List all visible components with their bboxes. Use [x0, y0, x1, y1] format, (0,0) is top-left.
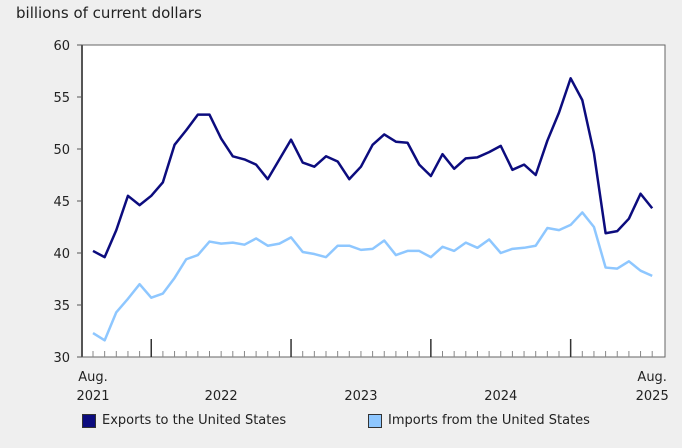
- x-tick-label-year: 2025: [636, 389, 669, 404]
- y-axis-label: billions of current dollars: [16, 4, 202, 22]
- plot-area: [81, 44, 666, 358]
- series-line-exports: [92, 77, 654, 259]
- x-tick-label: Aug.: [637, 370, 667, 385]
- legend-label-imports: Imports from the United States: [388, 413, 590, 428]
- x-tick-label: 2024: [484, 389, 517, 404]
- y-tick-label: 55: [53, 91, 70, 106]
- legend-label-exports: Exports to the United States: [102, 413, 287, 428]
- y-tick-label: 60: [53, 39, 70, 54]
- x-tick-label-year: 2021: [76, 389, 109, 404]
- legend-item-exports: Exports to the United States: [82, 413, 286, 428]
- x-tick-label: Aug.: [78, 370, 108, 385]
- legend-swatch-exports: [82, 413, 96, 428]
- legend-swatch-imports: [368, 413, 382, 428]
- y-tick-label: 30: [53, 351, 70, 366]
- x-tick-label: 2022: [205, 389, 238, 404]
- y-tick-label: 40: [53, 247, 70, 262]
- legend-item-imports: Imports from the United States: [368, 413, 590, 428]
- series-line-imports: [92, 211, 653, 342]
- y-tick-label: 50: [53, 143, 70, 158]
- y-tick-label: 35: [53, 299, 70, 314]
- x-tick-label: 2023: [344, 389, 377, 404]
- y-tick-label: 45: [53, 195, 70, 210]
